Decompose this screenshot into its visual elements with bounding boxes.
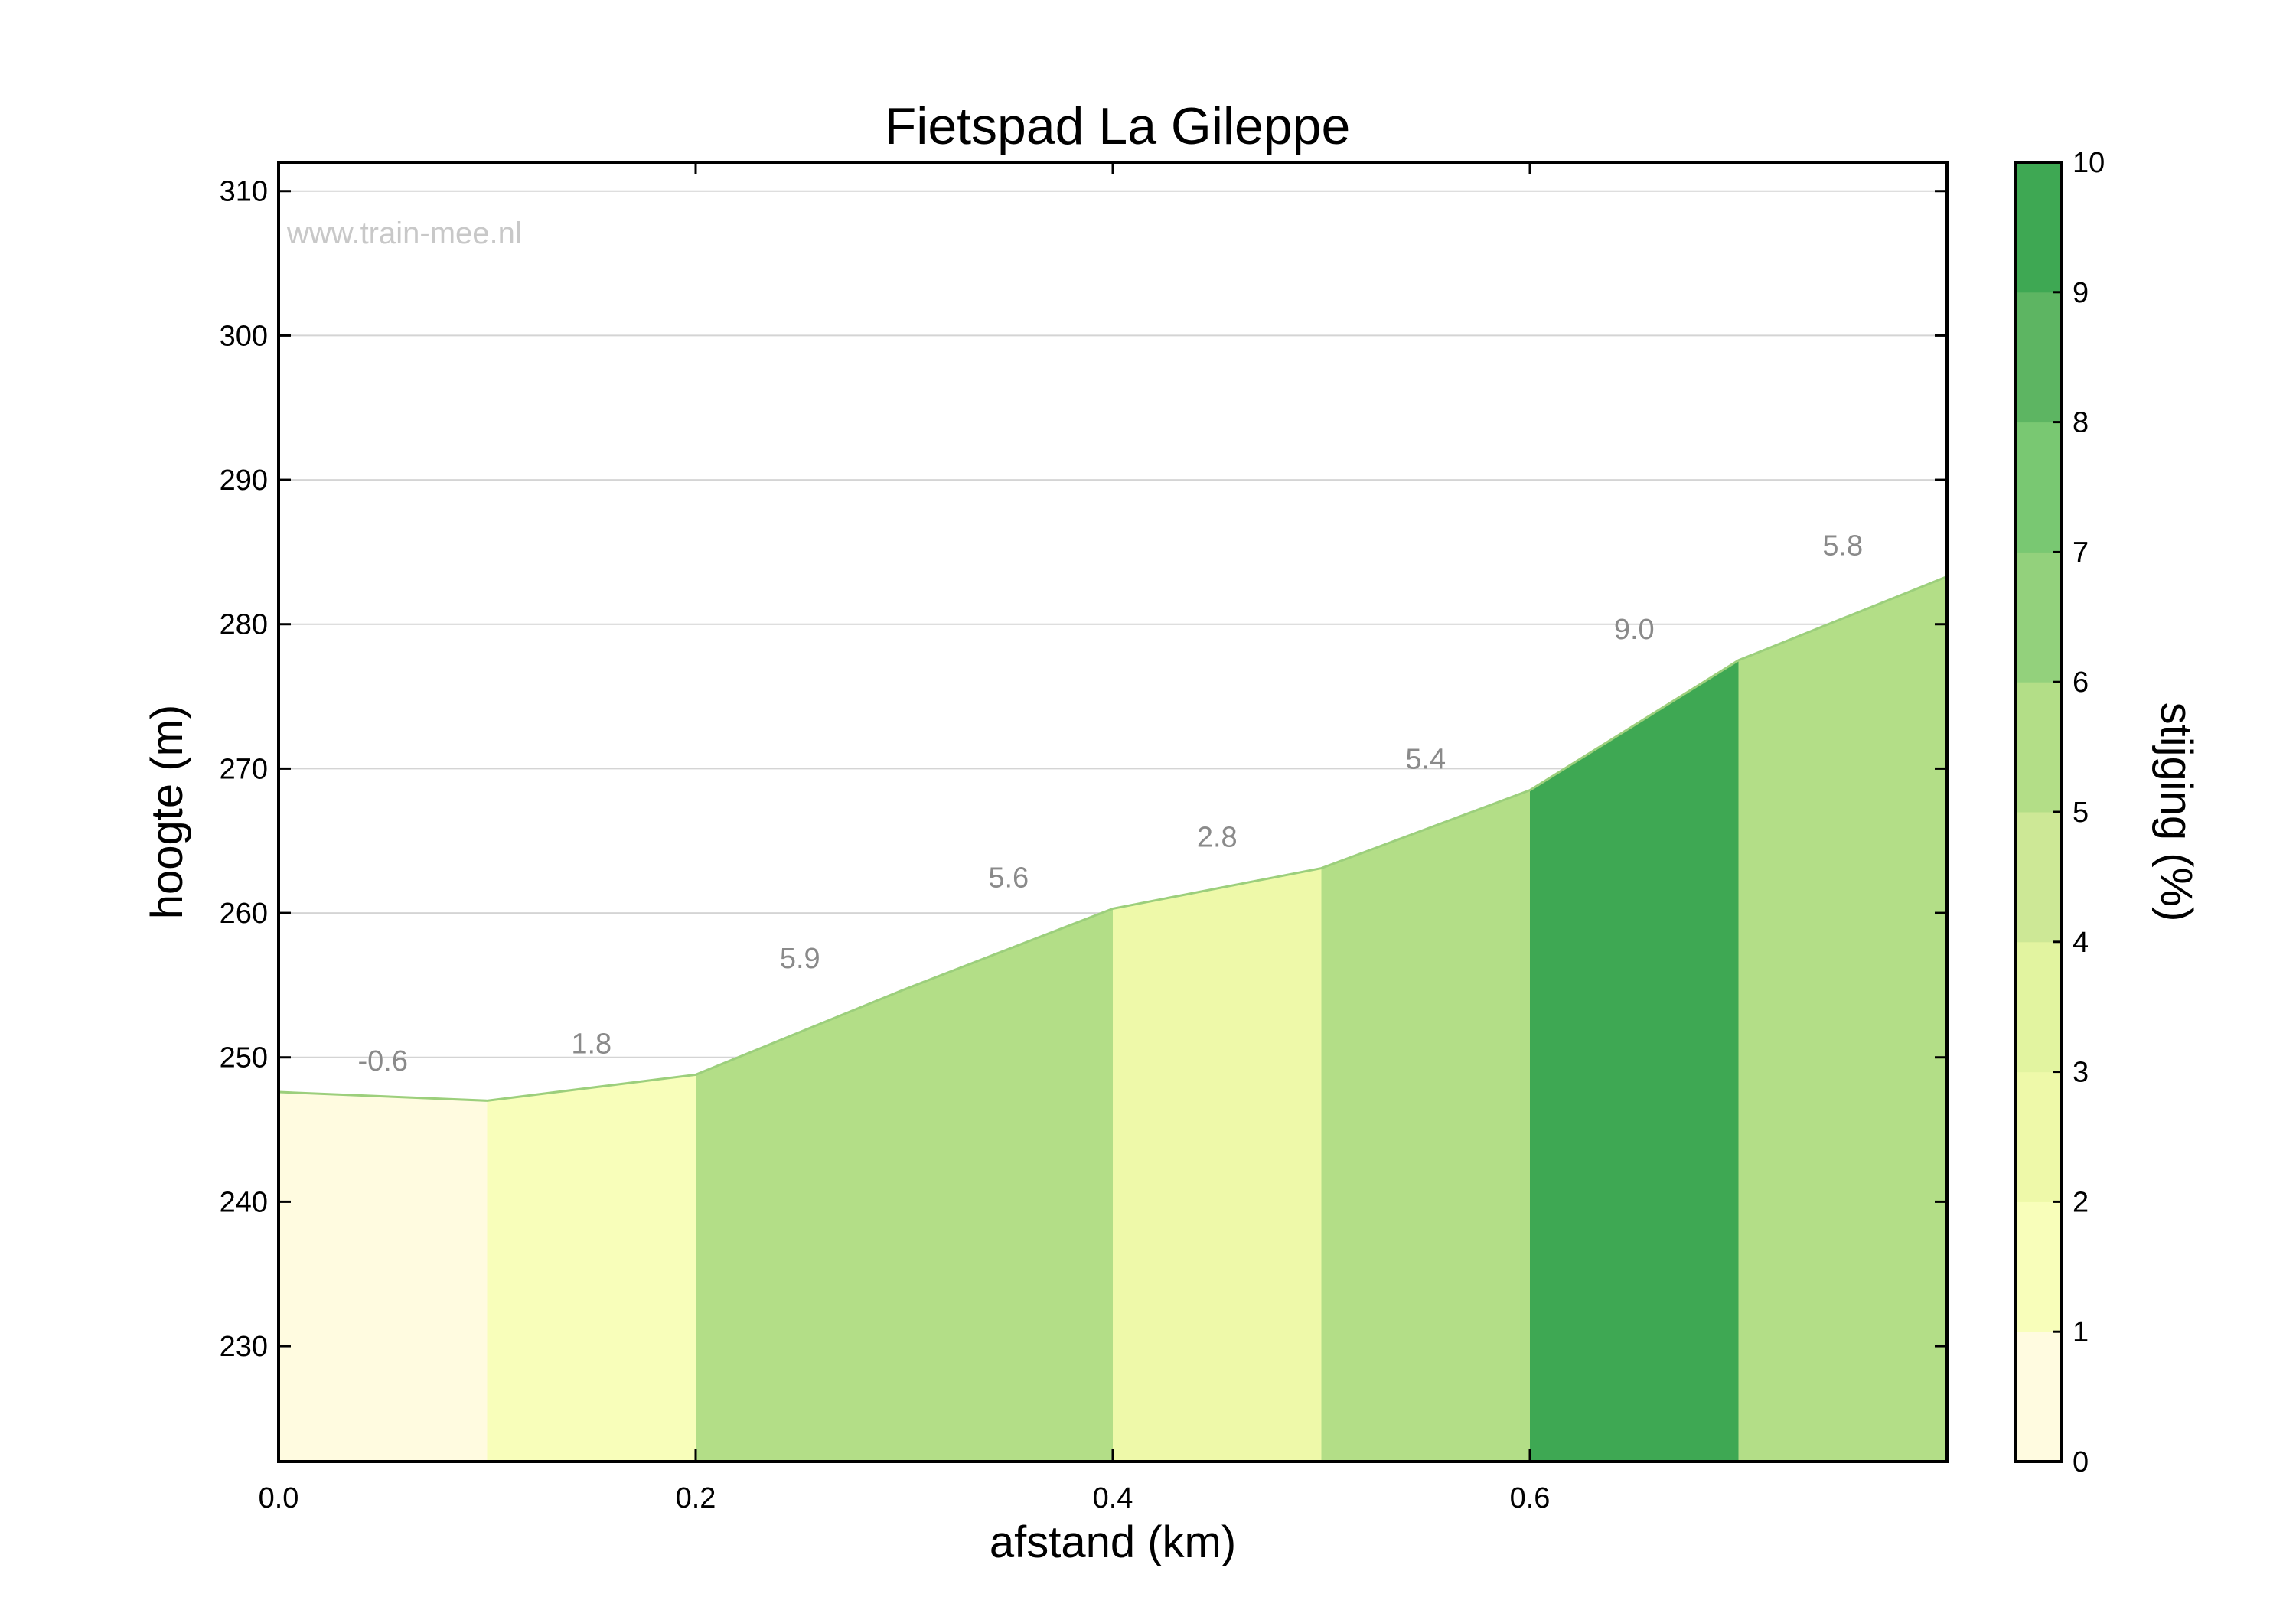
grade-label-6: 9.0: [1614, 614, 1655, 646]
colorbar-tick-label-2: 2: [2073, 1186, 2089, 1218]
y-tick-label-4: 270: [220, 753, 268, 785]
chart-title: Fietspad La Gileppe: [885, 97, 1351, 155]
colorbar-band-7: [2016, 422, 2062, 553]
y-tick-labels: 230 240 250 260 270 280 290 300 310: [220, 176, 268, 1363]
grade-segment-0: [279, 1092, 488, 1462]
y-tick-label-3: 260: [220, 898, 268, 930]
grade-areas: [278, 575, 1948, 1462]
colorbar-band-3: [2016, 941, 2062, 1073]
grade-segment-1: [487, 1074, 696, 1462]
colorbar-tick-label-6: 6: [2073, 667, 2089, 699]
y-tick-label-5: 280: [220, 609, 268, 641]
colorbar-band-9: [2016, 162, 2062, 293]
x-tick-label-2: 0.4: [1093, 1482, 1133, 1514]
watermark-text: www.train-mee.nl: [286, 217, 522, 250]
grade-label-3: 5.6: [988, 862, 1029, 894]
colorbar-tick-label-9: 9: [2073, 277, 2089, 309]
colorbar-tick-label-1: 1: [2073, 1316, 2089, 1348]
colorbar-tick-label-7: 7: [2073, 536, 2089, 569]
colorbar: [2016, 162, 2062, 1462]
y-tick-label-8: 310: [220, 176, 268, 208]
y-tick-label-0: 230: [220, 1331, 268, 1363]
colorbar-tick-label-3: 3: [2073, 1057, 2089, 1089]
colorbar-ticks: 0 1 2 3 4 5 6 7 8 9 10: [2053, 147, 2105, 1478]
colorbar-tick-label-0: 0: [2073, 1446, 2089, 1478]
grade-label-0: -0.6: [358, 1045, 408, 1077]
grade-label-4: 2.8: [1197, 822, 1238, 854]
colorbar-tick-label-5: 5: [2073, 797, 2089, 829]
grade-label-5: 5.4: [1405, 744, 1446, 776]
y-tick-label-1: 240: [220, 1186, 268, 1218]
x-axis-label: afstand (km): [990, 1517, 1236, 1567]
x-tick-label-1: 0.2: [676, 1482, 716, 1514]
grade-segment-5: [1321, 790, 1530, 1462]
grade-segment-2: [696, 989, 905, 1462]
colorbar-band-5: [2016, 682, 2062, 813]
colorbar-band-0: [2016, 1332, 2062, 1462]
x-tick-label-0: 0.0: [259, 1482, 299, 1514]
grade-label-1: 1.8: [571, 1028, 612, 1060]
colorbar-tick-label-4: 4: [2073, 927, 2089, 959]
y-axis-label: hoogte (m): [142, 705, 192, 919]
colorbar-band-8: [2016, 292, 2062, 423]
grade-segment-6: [1530, 660, 1739, 1462]
colorbar-tick-label-8: 8: [2073, 407, 2089, 439]
colorbar-band-6: [2016, 552, 2062, 683]
grade-segment-7: [1738, 576, 1947, 1462]
y-tick-label-6: 290: [220, 464, 268, 497]
grade-label-2: 5.9: [780, 943, 820, 975]
elevation-line: [278, 575, 1948, 1102]
x-tick-label-3: 0.6: [1510, 1482, 1551, 1514]
colorbar-band-4: [2016, 812, 2062, 943]
colorbar-tick-label-10: 10: [2073, 147, 2105, 179]
axis-ticks: [277, 162, 1947, 1462]
y-tick-label-7: 300: [220, 320, 268, 352]
grade-segment-4: [1113, 868, 1322, 1462]
grade-labels: -0.6 1.8 5.9 5.6 2.8 5.4 9.0 5.8: [358, 530, 1864, 1077]
grade-label-7: 5.8: [1822, 530, 1863, 562]
grade-segment-3: [904, 908, 1113, 1462]
y-tick-label-2: 250: [220, 1042, 268, 1074]
x-tick-labels: 0.0 0.2 0.4 0.6: [259, 1482, 1551, 1514]
colorbar-label: stijging (%): [2151, 702, 2201, 922]
colorbar-band-2: [2016, 1071, 2062, 1202]
colorbar-band-1: [2016, 1201, 2062, 1332]
